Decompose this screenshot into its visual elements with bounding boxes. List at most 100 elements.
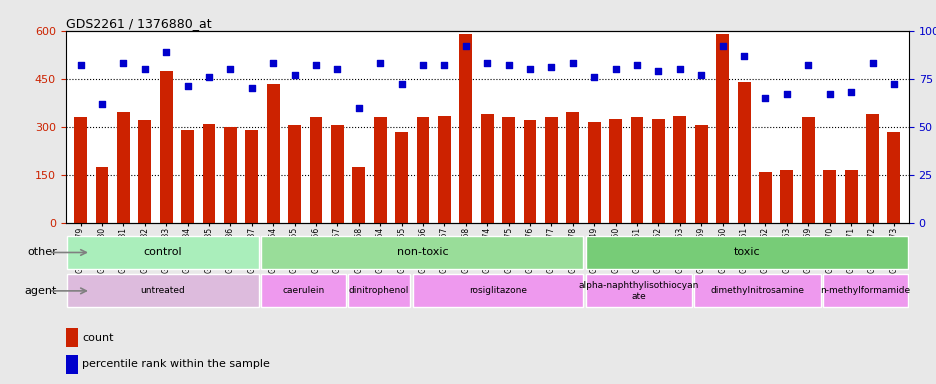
Bar xyxy=(502,117,515,223)
Bar xyxy=(545,117,557,223)
Bar xyxy=(288,125,300,223)
Bar xyxy=(66,355,79,374)
Bar xyxy=(823,170,835,223)
Bar xyxy=(758,172,771,223)
Bar xyxy=(309,117,322,223)
Point xyxy=(308,62,323,68)
Text: caerulein: caerulein xyxy=(282,286,324,295)
Text: alpha-naphthylisothiocyan
ate: alpha-naphthylisothiocyan ate xyxy=(578,281,698,301)
Bar xyxy=(523,120,536,223)
Bar xyxy=(267,84,279,223)
Text: other: other xyxy=(27,247,57,258)
Text: control: control xyxy=(143,247,182,258)
Bar xyxy=(95,167,109,223)
Point xyxy=(586,74,601,80)
Bar xyxy=(566,113,578,223)
Bar xyxy=(74,117,87,223)
Point xyxy=(95,101,110,107)
Bar xyxy=(160,71,172,223)
Bar xyxy=(715,34,728,223)
Point xyxy=(629,62,644,68)
Bar xyxy=(417,117,429,223)
Bar xyxy=(352,167,365,223)
Bar xyxy=(139,120,151,223)
FancyBboxPatch shape xyxy=(66,275,259,307)
Point xyxy=(821,91,836,97)
Bar xyxy=(437,116,450,223)
Point xyxy=(842,89,857,95)
Point xyxy=(201,74,216,80)
Point xyxy=(180,83,195,89)
Bar xyxy=(608,119,622,223)
Point xyxy=(138,66,153,72)
Bar xyxy=(330,125,344,223)
Text: non-toxic: non-toxic xyxy=(396,247,447,258)
FancyBboxPatch shape xyxy=(261,236,583,269)
Point xyxy=(885,81,900,88)
Point xyxy=(672,66,687,72)
Point xyxy=(158,49,173,55)
Bar xyxy=(780,170,793,223)
Text: untreated: untreated xyxy=(140,286,185,295)
Bar xyxy=(373,117,387,223)
Point xyxy=(479,60,494,66)
Bar xyxy=(395,131,407,223)
Text: percentile rank within the sample: percentile rank within the sample xyxy=(82,359,271,369)
Point xyxy=(458,43,473,49)
Point xyxy=(757,95,772,101)
Bar xyxy=(651,119,665,223)
Bar xyxy=(117,113,130,223)
Point xyxy=(564,60,579,66)
Point xyxy=(714,43,729,49)
Point xyxy=(415,62,430,68)
Text: count: count xyxy=(82,333,114,343)
FancyBboxPatch shape xyxy=(693,275,821,307)
FancyBboxPatch shape xyxy=(585,275,691,307)
Bar xyxy=(245,130,258,223)
FancyBboxPatch shape xyxy=(261,275,345,307)
Point xyxy=(544,64,559,70)
Bar xyxy=(673,116,685,223)
Point xyxy=(522,66,537,72)
Bar xyxy=(801,117,813,223)
Point xyxy=(116,60,131,66)
Bar xyxy=(202,124,215,223)
Point xyxy=(779,91,794,97)
Bar xyxy=(224,127,237,223)
Point xyxy=(286,72,301,78)
Text: rosiglitazone: rosiglitazone xyxy=(469,286,526,295)
Bar xyxy=(66,328,79,347)
FancyBboxPatch shape xyxy=(347,275,410,307)
Point xyxy=(373,60,388,66)
Point xyxy=(800,62,815,68)
Bar xyxy=(480,114,493,223)
Point xyxy=(693,72,708,78)
Point xyxy=(394,81,409,88)
Point xyxy=(329,66,344,72)
Point xyxy=(864,60,879,66)
Bar xyxy=(737,82,750,223)
Bar xyxy=(587,122,600,223)
Bar xyxy=(695,125,707,223)
Bar xyxy=(459,34,472,223)
Point xyxy=(736,53,751,59)
Point xyxy=(651,68,665,74)
FancyBboxPatch shape xyxy=(823,275,907,307)
Text: n-methylformamide: n-methylformamide xyxy=(820,286,910,295)
FancyBboxPatch shape xyxy=(412,275,583,307)
Point xyxy=(351,104,366,111)
Text: toxic: toxic xyxy=(733,247,759,258)
Point xyxy=(436,62,451,68)
Bar xyxy=(843,170,856,223)
Text: dinitrophenol: dinitrophenol xyxy=(348,286,409,295)
Bar xyxy=(181,130,194,223)
Point xyxy=(223,66,238,72)
Point xyxy=(607,66,622,72)
Point xyxy=(501,62,516,68)
Text: GDS2261 / 1376880_at: GDS2261 / 1376880_at xyxy=(66,17,211,30)
Text: agent: agent xyxy=(24,286,57,296)
Bar xyxy=(630,117,643,223)
Text: dimethylnitrosamine: dimethylnitrosamine xyxy=(709,286,804,295)
Point xyxy=(266,60,281,66)
Bar xyxy=(865,114,878,223)
